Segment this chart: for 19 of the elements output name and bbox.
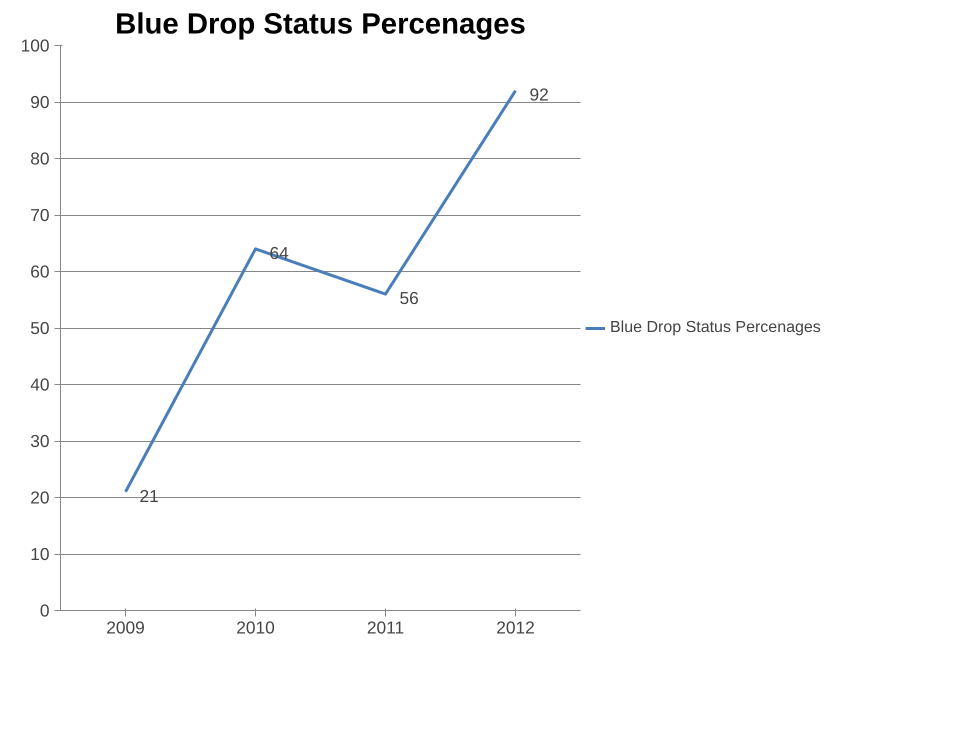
y-tick-label: 70 xyxy=(30,205,50,225)
y-tick-label: 0 xyxy=(40,600,50,620)
y-tick-label: 90 xyxy=(30,92,50,112)
chart-title: Blue Drop Status Percenages xyxy=(115,8,526,40)
y-tick-label: 60 xyxy=(30,262,50,282)
legend-label: Blue Drop Status Percenages xyxy=(610,318,821,336)
x-tick-label: 2010 xyxy=(236,618,275,638)
x-tick-label: 2012 xyxy=(496,618,535,638)
data-label: 56 xyxy=(400,288,419,308)
y-tick-label: 80 xyxy=(30,148,50,168)
y-tick-label: 20 xyxy=(30,488,50,508)
y-tick-label: 50 xyxy=(30,318,50,338)
y-tick-label: 100 xyxy=(20,36,50,56)
y-tick-label: 10 xyxy=(30,544,50,564)
x-tick-label: 2011 xyxy=(366,618,404,638)
x-tick-label: 2009 xyxy=(106,618,145,638)
y-tick-label: 40 xyxy=(30,374,50,394)
data-label: 92 xyxy=(530,84,549,105)
y-tick-label: 30 xyxy=(30,431,50,451)
